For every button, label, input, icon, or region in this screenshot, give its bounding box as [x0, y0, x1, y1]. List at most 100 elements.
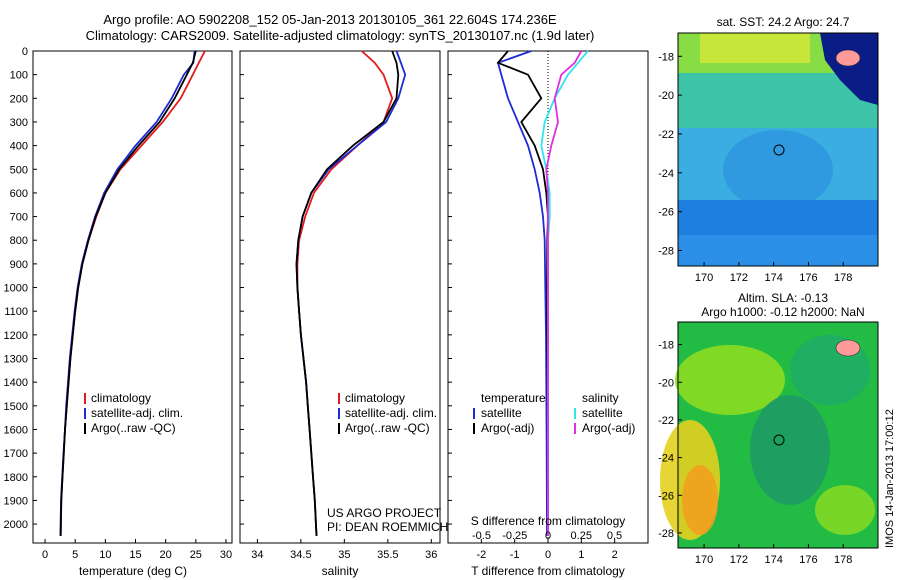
sla-map-float-marker [773, 434, 785, 446]
legend-label-argo: Argo(..raw -QC) [345, 421, 430, 435]
s-tick-label: 0 [545, 530, 551, 542]
map-y-tick-label: -24 [658, 453, 674, 465]
depth-axis: 0 100 200 300 400 500 600 700 800 900 1000 1100 1200… [4, 46, 452, 531]
x-tick-label: 25 [190, 549, 202, 561]
depth-tick-label: 1400 [4, 377, 28, 389]
map-y-tick-label: -26 [658, 207, 674, 219]
x-tick-label: 0 [42, 549, 48, 561]
temperature-xlabel: temperature (deg C) [79, 564, 187, 578]
map-y-tick-label: -18 [658, 340, 674, 352]
difference-lines [496, 50, 589, 536]
x-tick-label: 5 [72, 549, 78, 561]
map-x-tick-label: 172 [730, 554, 748, 566]
temperature-panel-frame [32, 50, 233, 544]
credit-project: US ARGO PROJECT [327, 506, 442, 520]
x-tick-label: 0 [545, 549, 551, 561]
series-line [59, 50, 197, 536]
depth-tick-label: 1200 [4, 330, 28, 342]
x-tick-label: 20 [160, 549, 172, 561]
temperature-legend: climatology satellite-adj. clim. Argo(..… [84, 391, 183, 435]
legend-label-climatology: climatology [91, 391, 151, 405]
depth-tick-label: 700 [10, 212, 28, 224]
legend-label-t-satellite: satellite [481, 406, 522, 420]
x-tick-label: 36 [425, 549, 437, 561]
map-y-tick-label: -20 [658, 90, 674, 102]
x-tick-label: 34 [251, 549, 263, 561]
sst-map-cool-eddy [723, 130, 833, 210]
depth-tick-label: 800 [10, 235, 28, 247]
series-line [545, 50, 583, 536]
temperature-lines [59, 50, 206, 536]
map-x-tick-label: 174 [764, 272, 782, 284]
depth-tick-label: 300 [10, 117, 28, 129]
sst-map-frame [677, 32, 879, 267]
sst-map-south-edge [678, 235, 878, 266]
depth-tick-label: 1100 [4, 306, 28, 318]
sla-map-high-northwest [675, 345, 785, 415]
depth-tick-label: 200 [10, 93, 28, 105]
s-tick-label: 0.25 [571, 530, 592, 542]
depth-tick-label: 1500 [4, 401, 28, 413]
x-tick-label: 2 [612, 549, 618, 561]
sla-map-y-axis: -18 -20 -22 -24 -26 -28 [658, 340, 682, 540]
sla-map-x-axis: 170 172 174 176 178 [695, 544, 852, 566]
map-y-tick-label: -18 [658, 51, 674, 63]
depth-tick-label: 1800 [4, 472, 28, 484]
difference-xlabel: T difference from climatology [471, 564, 625, 578]
s-tick-label: -0.5 [472, 530, 491, 542]
s-tick-label: -0.25 [502, 530, 527, 542]
legend-label-climatology: climatology [345, 391, 405, 405]
sla-map-peak-southwest [682, 465, 718, 535]
difference-top-label: S difference from climatology [471, 514, 626, 528]
legend-label-argo: Argo(..raw -QC) [91, 421, 176, 435]
x-tick-label: -2 [476, 549, 486, 561]
map-y-tick-label: -26 [658, 490, 674, 502]
depth-tick-label: 2000 [4, 519, 28, 531]
sla-map-title-2: Argo h1000: -0.12 h2000: NaN [701, 305, 864, 319]
salinity-x-axis: 34 34.5 35 35.5 36 [251, 539, 437, 561]
map-y-tick-label: -22 [658, 129, 674, 141]
legend-label-satellite: satellite-adj. clim. [345, 406, 437, 420]
legend-label-satellite: satellite-adj. clim. [91, 406, 183, 420]
sst-map-float-marker [773, 144, 785, 156]
difference-s-axis: -0.5 -0.25 0 0.25 0.5 [472, 530, 622, 542]
depth-tick-label: 1900 [4, 495, 28, 507]
sla-map-high-southeast [815, 485, 875, 535]
imos-stamp: IMOS 14-Jan-2013 17:00:12 [884, 409, 896, 548]
sst-map-northwest-patch [700, 33, 810, 63]
salinity-xlabel: salinity [322, 564, 359, 578]
x-tick-label: 34.5 [290, 549, 311, 561]
sst-map-y-axis: -18 -20 -22 -24 -26 -28 [658, 51, 682, 257]
map-y-tick-label: -28 [658, 245, 674, 257]
map-x-tick-label: 176 [799, 554, 817, 566]
x-tick-label: -1 [510, 549, 520, 561]
header-line1: Argo profile: AO 5902208_152 05-Jan-2013… [103, 12, 557, 27]
depth-tick-label: 500 [10, 164, 28, 176]
depth-tick-label: 100 [10, 70, 28, 82]
salinity-panel-frame [239, 50, 441, 544]
depth-tick-label: 1300 [4, 354, 28, 366]
x-tick-label: 1 [578, 549, 584, 561]
temperature-x-axis: 0 5 10 15 20 25 30 [42, 539, 232, 561]
sla-map-low-eddy [750, 395, 830, 505]
legend-title-temperature: temperature [481, 391, 546, 405]
depth-tick-label: 1700 [4, 448, 28, 460]
sst-map [677, 32, 879, 267]
series-line [295, 50, 400, 536]
sst-map-island [835, 49, 861, 67]
sst-map-title: sat. SST: 24.2 Argo: 24.7 [717, 15, 850, 29]
map-y-tick-label: -24 [658, 168, 674, 180]
map-x-tick-label: 170 [695, 554, 713, 566]
map-y-tick-label: -20 [658, 377, 674, 389]
legend-label-s-satellite: satellite [582, 406, 623, 420]
map-y-tick-label: -28 [658, 528, 674, 540]
difference-legend: temperature satellite Argo(-adj) salinit… [473, 391, 635, 435]
sla-map-title-1: Altim. SLA: -0.13 [738, 291, 828, 305]
depth-tick-label: 900 [10, 259, 28, 271]
series-line [59, 50, 196, 536]
map-x-tick-label: 172 [730, 272, 748, 284]
depth-tick-label: 0 [22, 46, 28, 58]
series-line [496, 50, 548, 536]
sla-map [660, 321, 879, 549]
